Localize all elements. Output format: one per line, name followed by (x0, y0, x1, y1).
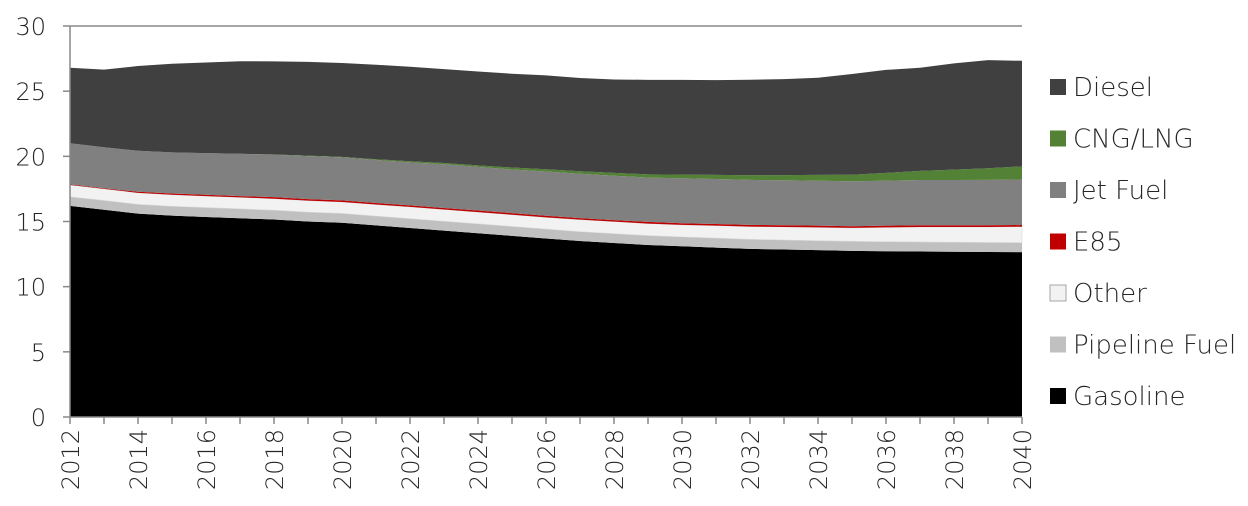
y-tick-label: 5 (31, 339, 46, 367)
legend-item-pipeline-fuel: Pipeline Fuel (1050, 331, 1236, 361)
legend-label: Jet Fuel (1073, 176, 1168, 206)
area-gasoline (70, 205, 1022, 417)
legend-label: Other (1073, 279, 1147, 309)
legend-item-other: Other (1049, 279, 1147, 309)
legend-label: CNG/LNG (1073, 125, 1194, 155)
x-tick-label: 2032 (737, 429, 765, 490)
legend-swatch (1050, 182, 1066, 198)
area-layer (69, 60, 1023, 417)
legend-item-gasoline: Gasoline (1050, 382, 1185, 412)
legend-label: Diesel (1073, 73, 1153, 103)
area-other (69, 184, 1023, 243)
y-axis-ticks: 0 5 10 15 20 25 30 (15, 13, 1022, 432)
x-tick-label: 2020 (329, 429, 357, 490)
legend-swatch (1050, 336, 1066, 353)
x-tick-label: 2030 (669, 429, 697, 490)
legend: Diesel CNG/LNG Jet Fuel E85 Other Pipeline Fu… (1049, 73, 1236, 412)
x-tick-label: 2040 (1009, 429, 1037, 490)
area-cng-lng (70, 143, 1022, 182)
legend-swatch (1050, 130, 1066, 147)
y-tick-label: 10 (15, 274, 46, 302)
area-jet-fuel (70, 143, 1022, 227)
x-tick-label: 2012 (57, 429, 85, 490)
y-tick-label: 25 (15, 78, 46, 106)
y-tick-label: 15 (15, 209, 46, 237)
x-tick-label: 2018 (261, 429, 289, 490)
axes: 0 5 10 15 20 25 30 2012 2014 2016 2018 2020 2022 202… (15, 13, 1037, 490)
legend-swatch (1049, 284, 1067, 302)
legend-item-cng-lng: CNG/LNG (1050, 125, 1194, 155)
y-tick-label: 20 (15, 143, 46, 171)
x-tick-label: 2022 (397, 429, 425, 490)
legend-item-jet-fuel: Jet Fuel (1050, 176, 1168, 206)
legend-item-e85: E85 (1050, 228, 1123, 258)
x-tick-label: 2028 (601, 429, 629, 490)
area-diesel (70, 60, 1022, 176)
legend-label: Gasoline (1073, 382, 1185, 412)
legend-swatch (1050, 79, 1066, 95)
y-tick-label: 0 (31, 404, 46, 432)
x-tick-label: 2034 (805, 429, 833, 490)
y-tick-label: 30 (15, 13, 46, 41)
x-tick-label: 2036 (873, 429, 901, 490)
legend-item-diesel: Diesel (1050, 73, 1153, 103)
area-pipeline-fuel (70, 196, 1022, 253)
legend-swatch (1050, 233, 1066, 250)
legend-label: E85 (1073, 228, 1123, 258)
x-axis-ticks: 2012 2014 2016 2018 2020 2022 2024 2026 2028 2030… (57, 417, 1037, 490)
legend-swatch (1050, 388, 1066, 404)
x-tick-label: 2024 (465, 429, 493, 490)
legend-label: Pipeline Fuel (1073, 331, 1236, 361)
x-tick-label: 2038 (941, 429, 969, 490)
x-tick-label: 2014 (125, 429, 153, 490)
x-tick-label: 2026 (533, 429, 561, 490)
x-tick-label: 2016 (193, 429, 221, 490)
